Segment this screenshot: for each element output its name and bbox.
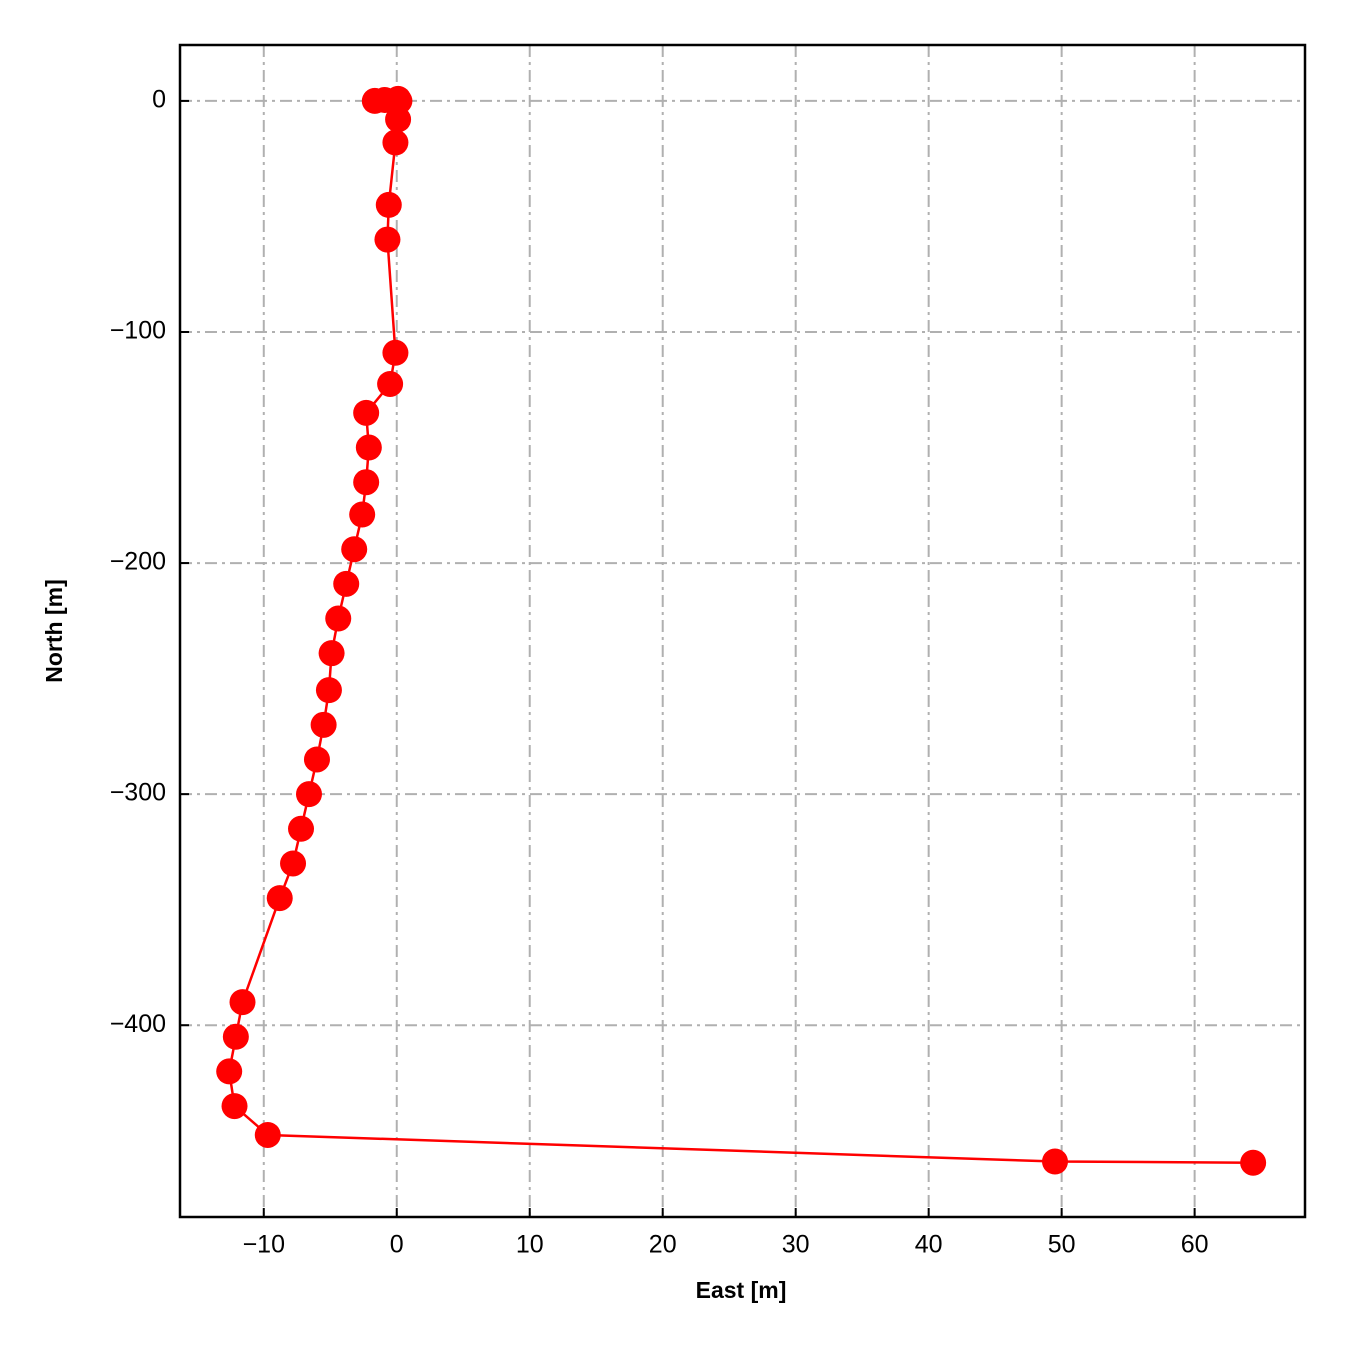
marker <box>333 570 360 597</box>
y-tick-label: −400 <box>110 1010 166 1038</box>
line <box>227 97 1254 1164</box>
x-axis-label: East [m] <box>696 1277 787 1303</box>
marker <box>216 1058 243 1085</box>
marker <box>288 815 315 842</box>
marker <box>1240 1149 1267 1176</box>
marker <box>325 605 352 632</box>
marker <box>310 711 337 738</box>
marker <box>303 746 330 773</box>
y-tick-label: −200 <box>110 548 166 576</box>
marker <box>375 191 402 218</box>
x-tick-label: 0 <box>390 1231 404 1259</box>
marker <box>382 129 409 156</box>
marker <box>229 989 256 1016</box>
marker <box>221 1093 248 1120</box>
x-tick-label: −10 <box>243 1231 285 1259</box>
marker <box>349 501 376 528</box>
marker <box>355 434 382 461</box>
marker <box>374 226 401 253</box>
marker <box>386 87 413 114</box>
marker <box>1042 1148 1068 1175</box>
marker <box>280 850 307 877</box>
marker <box>385 106 412 133</box>
x-tick-label: 50 <box>1048 1231 1076 1259</box>
x-tick-label: 10 <box>516 1231 544 1259</box>
marker <box>318 640 345 667</box>
marker <box>341 536 368 563</box>
marker <box>353 469 380 496</box>
y-tick-label: −100 <box>110 317 166 345</box>
y-tick-label: −300 <box>110 779 166 807</box>
marker <box>295 781 322 808</box>
marker <box>266 885 293 912</box>
x-tick-label: 60 <box>1181 1231 1209 1259</box>
x-tick-label: 40 <box>915 1231 943 1259</box>
x-tick-label: 30 <box>782 1231 810 1259</box>
marker <box>222 1023 249 1050</box>
x-tick-label: 20 <box>649 1231 677 1259</box>
marker <box>315 677 342 704</box>
marker <box>353 399 380 426</box>
marker <box>382 339 409 366</box>
y-tick-label: 0 <box>152 86 166 114</box>
marker <box>254 1121 281 1148</box>
y-axis-label: North [m] <box>41 579 67 682</box>
plot-frame <box>178 43 1307 1219</box>
marker <box>377 370 404 397</box>
